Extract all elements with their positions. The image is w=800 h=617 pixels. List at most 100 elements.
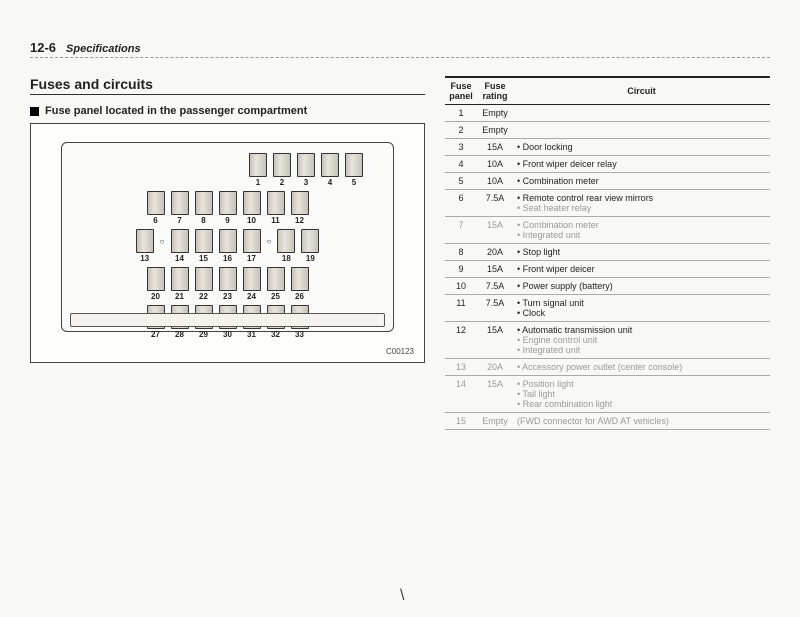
fuse-number: 1	[256, 178, 260, 187]
fuse-number: 3	[304, 178, 308, 187]
fuse-number: 5	[352, 178, 356, 187]
cell-rating: 7.5A	[477, 295, 513, 322]
fuse-cell: 19	[301, 229, 319, 263]
diagram-code: C00123	[386, 347, 414, 356]
fuse-block-icon	[345, 153, 363, 177]
cell-panel: 15	[445, 413, 477, 430]
fuse-block-icon	[321, 153, 339, 177]
circuit-item: Seat heater relay	[517, 203, 766, 213]
fuse-number: 18	[282, 254, 291, 263]
cell-rating: 15A	[477, 376, 513, 413]
fuse-number: 21	[175, 292, 184, 301]
circuit-list: Power supply (battery)	[517, 281, 766, 291]
stray-mark: \	[400, 587, 404, 605]
fuse-cell: 4	[321, 153, 339, 187]
fuse-block-icon	[243, 267, 261, 291]
fuse-number: 33	[295, 330, 304, 339]
fuse-cell: 9	[219, 191, 237, 225]
cell-panel: 4	[445, 156, 477, 173]
fuse-block-icon	[195, 267, 213, 291]
cell-rating: Empty	[477, 413, 513, 430]
subtitle: Fuse panel located in the passenger comp…	[45, 105, 307, 117]
cell-panel: 13	[445, 359, 477, 376]
fuse-diagram: 12345678910111213○14151617○1819202122232…	[30, 123, 425, 363]
fuse-number: 23	[223, 292, 232, 301]
fuse-cell: 20	[147, 267, 165, 301]
fuse-number: 12	[295, 216, 304, 225]
content: Fuses and circuits Fuse panel located in…	[30, 76, 770, 430]
fuse-number: 24	[247, 292, 256, 301]
circuit-item: Accessory power outlet (center console)	[517, 362, 766, 372]
circuit-item: Front wiper deicer relay	[517, 159, 766, 169]
table-body: 1Empty2Empty315ADoor locking410AFront wi…	[445, 105, 770, 430]
fuse-number: 32	[271, 330, 280, 339]
table-row: 410A Front wiper deicer relay	[445, 156, 770, 173]
circuit-item: Tail light	[517, 389, 766, 399]
fuse-number: 31	[247, 330, 256, 339]
cell-panel: 6	[445, 190, 477, 217]
fuse-block-icon	[273, 153, 291, 177]
fuse-number: 14	[175, 254, 184, 263]
cell-panel: 7	[445, 217, 477, 244]
fuse-cell: 3	[297, 153, 315, 187]
th-circuit: Circuit	[513, 77, 770, 105]
fuse-number: 15	[199, 254, 208, 263]
fuse-table: Fuse panel Fuse rating Circuit 1Empty2Em…	[445, 76, 770, 430]
fuse-cell: 14	[171, 229, 189, 263]
fuse-number: 27	[151, 330, 160, 339]
fuse-cell: 15	[195, 229, 213, 263]
fuse-cell: 7	[171, 191, 189, 225]
cell-circuit: Door locking	[513, 139, 770, 156]
circuit-list: Door locking	[517, 142, 766, 152]
fuse-block-icon	[171, 191, 189, 215]
fuse-number: 25	[271, 292, 280, 301]
fuse-number: 16	[223, 254, 232, 263]
table-row: 820AStop light	[445, 244, 770, 261]
cell-rating: 15A	[477, 322, 513, 359]
circuit-item: Combination meter	[517, 176, 766, 186]
fuse-cell: 18	[277, 229, 295, 263]
cell-circuit: Power supply (battery)	[513, 278, 770, 295]
fuse-block-icon	[301, 229, 319, 253]
page-section: Specifications	[66, 43, 141, 55]
circuit-item: Rear combination light	[517, 399, 766, 409]
subtitle-row: Fuse panel located in the passenger comp…	[30, 105, 425, 117]
left-column: Fuses and circuits Fuse panel located in…	[30, 76, 425, 430]
fuse-number: 11	[271, 216, 279, 225]
table-row: 1Empty	[445, 105, 770, 122]
fuse-number: 10	[247, 216, 256, 225]
panel-base	[70, 313, 385, 327]
fuse-number: 22	[199, 292, 208, 301]
cell-rating: 15A	[477, 261, 513, 278]
fuse-block-icon	[171, 267, 189, 291]
circle-icon: ○	[267, 237, 272, 246]
cell-circuit: Turn signal unitClock	[513, 295, 770, 322]
page-number: 12-6	[30, 40, 56, 55]
table-row: 715ACombination meterIntegrated unit	[445, 217, 770, 244]
circuit-list: Accessory power outlet (center console)	[517, 362, 766, 372]
cell-circuit: Combination meterIntegrated unit	[513, 217, 770, 244]
table-row: 1415APosition lightTail lightRear combin…	[445, 376, 770, 413]
circuit-list: Position lightTail lightRear combination…	[517, 379, 766, 409]
table-row: 1215AAutomatic transmission unitEngine c…	[445, 322, 770, 359]
cell-rating: 10A	[477, 156, 513, 173]
circuit-list: Automatic transmission unitEngine contro…	[517, 325, 766, 355]
circuit-item: Integrated unit	[517, 345, 766, 355]
fuse-cell: 23	[219, 267, 237, 301]
circuit-list: Combination meter	[517, 176, 766, 186]
fuse-cell: 17	[243, 229, 261, 263]
cell-circuit: Accessory power outlet (center console)	[513, 359, 770, 376]
fuse-number: 8	[201, 216, 205, 225]
circuit-list: Remote control rear view mirrorsSeat hea…	[517, 193, 766, 213]
cell-rating: 7.5A	[477, 278, 513, 295]
cell-circuit: Stop light	[513, 244, 770, 261]
cell-rating: 15A	[477, 217, 513, 244]
fuse-number: 17	[247, 254, 256, 263]
cell-circuit: Combination meter	[513, 173, 770, 190]
cell-panel: 10	[445, 278, 477, 295]
fuse-cell: 11	[267, 191, 285, 225]
cell-rating: Empty	[477, 122, 513, 139]
cell-circuit	[513, 105, 770, 122]
circuit-list: Combination meterIntegrated unit	[517, 220, 766, 240]
fuse-cell: 2	[273, 153, 291, 187]
